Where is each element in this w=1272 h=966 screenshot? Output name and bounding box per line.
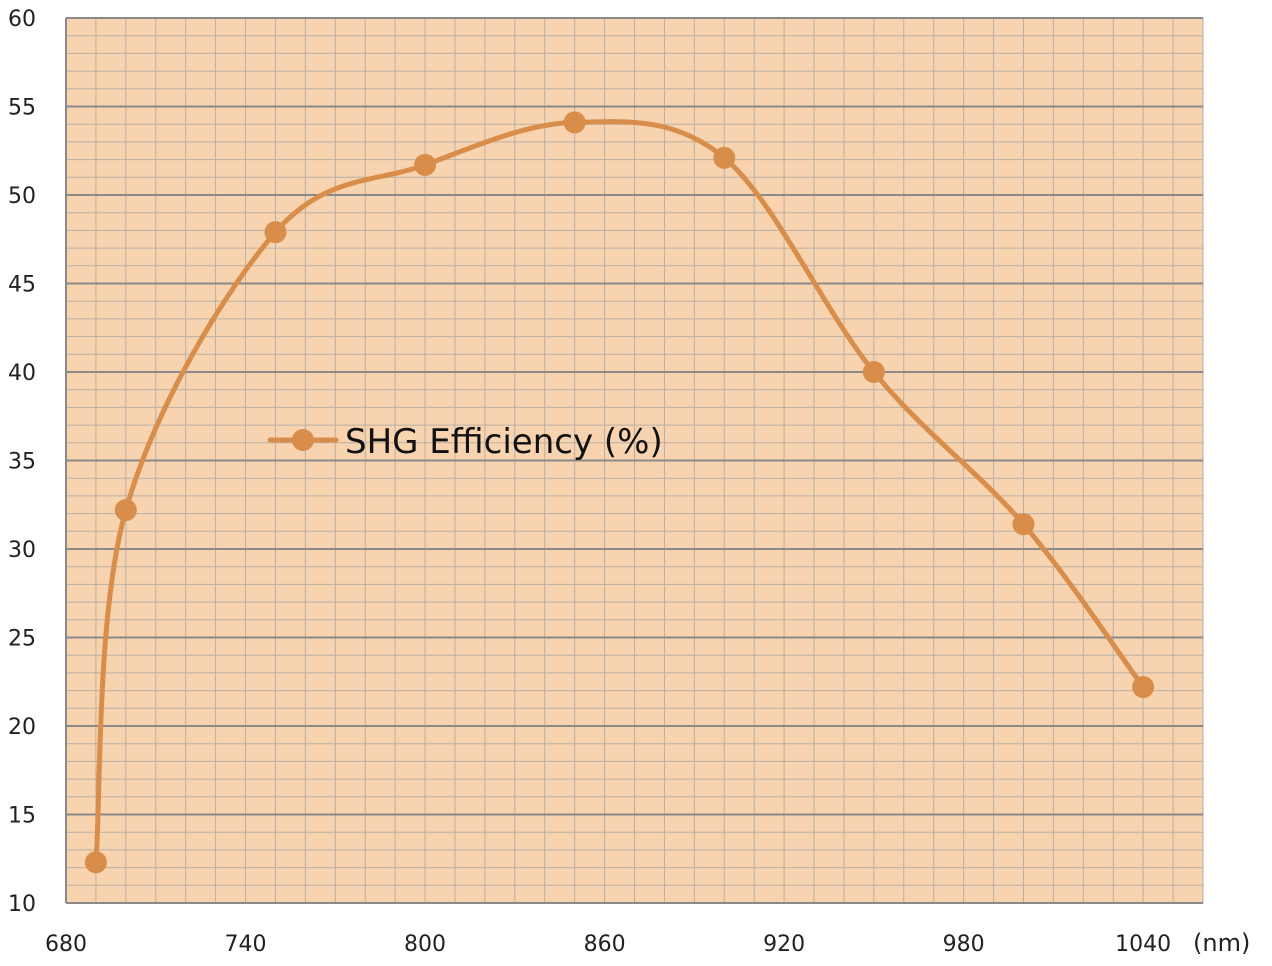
data-point bbox=[84, 851, 107, 874]
y-tick-label: 60 bbox=[8, 7, 36, 32]
x-tick-label: 980 bbox=[943, 932, 985, 957]
data-point bbox=[414, 153, 437, 176]
x-tick-label: 800 bbox=[404, 932, 446, 957]
x-tick-label: 740 bbox=[225, 932, 267, 957]
x-tick-label: 860 bbox=[584, 932, 626, 957]
data-points bbox=[84, 111, 1155, 874]
series-line bbox=[93, 119, 1146, 865]
legend-label: SHG Efficiency (%) bbox=[345, 422, 663, 462]
y-tick-label: 50 bbox=[8, 184, 36, 209]
y-tick-label: 55 bbox=[8, 96, 36, 121]
legend-marker bbox=[292, 429, 314, 451]
data-point bbox=[1132, 676, 1155, 699]
y-tick-label: 15 bbox=[8, 804, 36, 829]
x-tick-label: 1040 bbox=[1115, 932, 1171, 957]
data-point bbox=[1012, 513, 1035, 536]
y-tick-label: 45 bbox=[8, 273, 36, 298]
data-point bbox=[713, 146, 736, 169]
y-axis-ticks: 10 15 20 25 30 35 40 45 50 55 60 bbox=[8, 7, 36, 917]
data-point bbox=[862, 361, 885, 383]
y-tick-label: 10 bbox=[8, 892, 36, 917]
x-tick-label: 920 bbox=[763, 932, 805, 957]
y-tick-label: 35 bbox=[8, 450, 36, 475]
x-axis-ticks: 680 740 800 860 920 980 1040 bbox=[45, 932, 1171, 957]
y-tick-label: 40 bbox=[8, 361, 36, 386]
data-point bbox=[114, 499, 137, 522]
y-tick-label: 20 bbox=[8, 715, 36, 740]
x-axis-label: (nm) bbox=[1193, 929, 1250, 957]
data-point bbox=[264, 221, 287, 244]
data-point bbox=[563, 111, 586, 134]
x-tick-label: 680 bbox=[45, 932, 87, 957]
y-tick-label: 30 bbox=[8, 538, 36, 563]
major-grid bbox=[65, 17, 1203, 904]
legend[interactable]: SHG Efficiency (%) bbox=[267, 422, 663, 462]
y-tick-label: 25 bbox=[8, 627, 36, 652]
